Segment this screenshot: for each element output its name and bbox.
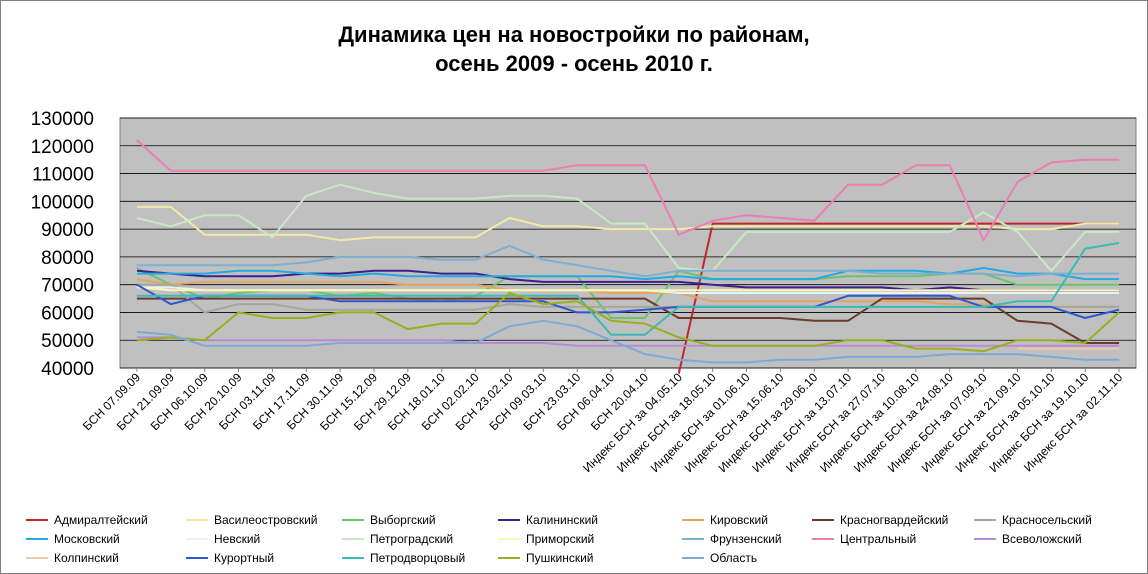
legend-label: Красносельский — [1002, 513, 1092, 527]
y-tick-label: 60000 — [41, 303, 94, 324]
legend-item: Выборгский — [342, 513, 436, 527]
legend-item: Область — [682, 551, 757, 565]
legend-swatch — [26, 556, 48, 559]
legend-swatch — [342, 518, 364, 521]
legend-label: Выборгский — [370, 513, 436, 527]
legend-item: Фрунзенский — [682, 532, 782, 546]
legend-swatch — [498, 537, 520, 540]
legend-swatch — [342, 537, 364, 540]
legend-swatch — [974, 518, 996, 521]
legend-label: Область — [710, 551, 758, 565]
legend-label: Петроградский — [370, 532, 454, 546]
legend-label: Калининский — [526, 513, 598, 527]
legend-label: Петродворцовый — [370, 551, 466, 565]
y-axis-ticks: 40000 50000 60000 70000 80000 90000 100000 1100… — [31, 109, 94, 380]
y-tick-label: 120000 — [31, 137, 94, 158]
legend-label: Курортный — [214, 551, 275, 565]
legend-swatch — [26, 518, 48, 521]
legend-item: Калининский — [498, 513, 598, 527]
y-tick-label: 80000 — [41, 248, 94, 269]
legend-label: Колпинский — [54, 551, 119, 565]
legend-swatch — [682, 518, 704, 521]
legend-item: Петродворцовый — [342, 551, 465, 565]
legend-item: Красногвардейский — [812, 513, 948, 527]
series-line-14 — [136, 336, 1120, 347]
y-tick-label: 100000 — [31, 192, 94, 213]
series-line-10 — [136, 183, 1120, 272]
legend-item: Центральный — [812, 532, 916, 546]
legend-swatch — [26, 537, 48, 540]
legend-item: Колпинский — [26, 551, 119, 565]
legend-swatch — [498, 556, 520, 559]
legend-label: Невский — [214, 532, 261, 546]
legend-item: Всеволожский — [974, 532, 1082, 546]
y-tick-label: 90000 — [41, 220, 94, 241]
legend-swatch — [498, 518, 520, 521]
legend-swatch — [812, 518, 834, 521]
series-line-2 — [136, 205, 1120, 242]
series-line-18 — [136, 292, 1120, 353]
y-tick-label: 50000 — [41, 331, 94, 352]
legend-item: Петроградский — [342, 532, 453, 546]
legend-label: Красногвардейский — [840, 513, 949, 527]
legend-label: Пушкинский — [526, 551, 594, 565]
legend-item: Невский — [186, 532, 260, 546]
legend-swatch — [186, 518, 208, 521]
legend-swatch — [974, 537, 996, 540]
legend-label: Московский — [54, 532, 120, 546]
legend-label: Кировский — [710, 513, 768, 527]
legend-item: Курортный — [186, 551, 274, 565]
series-line-12 — [136, 244, 1120, 278]
legend-label: Всеволожский — [1002, 532, 1082, 546]
plot-area — [119, 117, 1137, 369]
legend-item: Адмиралтейский — [26, 513, 148, 527]
series-line-11 — [136, 286, 1120, 292]
series-line-17 — [136, 242, 1120, 336]
gridlines — [120, 117, 1136, 369]
legend-label: Центральный — [840, 532, 917, 546]
chart-title-line-2: осень 2009 - осень 2010 г. — [435, 51, 713, 76]
legend-label: Адмиралтейский — [54, 513, 148, 527]
legend-swatch — [812, 537, 834, 540]
legend-label: Василеостровский — [214, 513, 318, 527]
legend-item: Пушкинский — [498, 551, 594, 565]
series-line-19 — [136, 319, 1120, 364]
line-chart: 40000 50000 60000 70000 80000 90000 100000 1100… — [31, 109, 1137, 475]
series-line-13 — [136, 139, 1120, 242]
legend-swatch — [682, 556, 704, 559]
chart-title: Динамика цен на новостройки по районам, … — [0, 20, 1148, 78]
legend-label: Приморский — [526, 532, 595, 546]
y-tick-label: 130000 — [31, 109, 94, 130]
y-tick-label: 70000 — [41, 276, 94, 297]
legend-swatch — [682, 537, 704, 540]
legend-label: Фрунзенский — [710, 532, 782, 546]
legend-item: Московский — [26, 532, 120, 546]
legend-item: Кировский — [682, 513, 768, 527]
series-line-5 — [136, 278, 1120, 308]
legend-item: Василеостровский — [186, 513, 317, 527]
legend-swatch — [186, 556, 208, 559]
legend-item: Красносельский — [974, 513, 1092, 527]
legend-item: Приморский — [498, 532, 594, 546]
series-lines — [136, 139, 1120, 374]
y-tick-label: 110000 — [32, 165, 94, 186]
legend-swatch — [186, 537, 208, 540]
y-tick-label: 40000 — [41, 359, 94, 380]
legend-swatch — [342, 556, 364, 559]
chart-title-line-1: Динамика цен на новостройки по районам, — [338, 22, 810, 47]
series-line-1 — [677, 222, 1120, 374]
